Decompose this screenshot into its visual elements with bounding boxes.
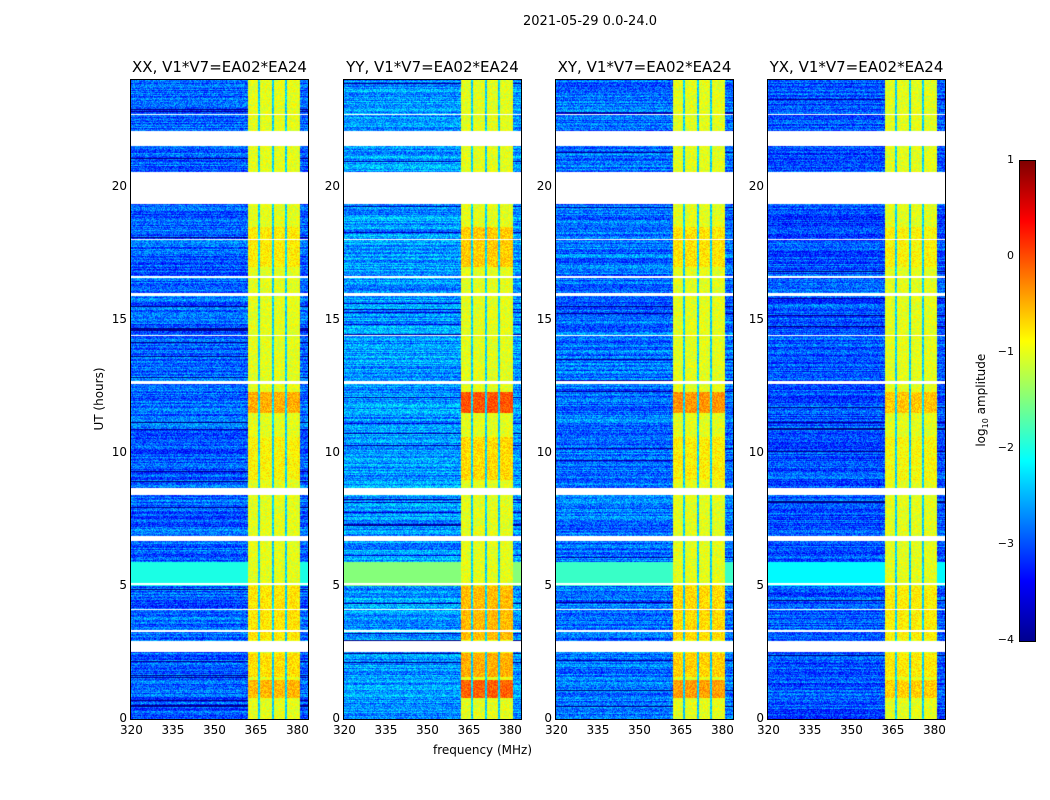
x-tick-label: 365 <box>881 723 905 737</box>
x-tick-label: 380 <box>922 723 946 737</box>
x-tick-label: 380 <box>285 723 309 737</box>
heatmap-panel <box>343 79 522 720</box>
colorbar <box>1019 160 1036 642</box>
x-tick-label: 350 <box>415 723 439 737</box>
heatmap-image <box>768 80 945 719</box>
colorbar-tick-label: −2 <box>997 441 1014 454</box>
y-tick-label: 10 <box>748 444 764 459</box>
y-tick-label: 10 <box>324 444 340 459</box>
x-tick-label: 320 <box>757 723 780 737</box>
colorbar-tick-label: −3 <box>997 537 1014 550</box>
panel-title: XY, V1*V7=EA02*EA24 <box>557 58 732 76</box>
colorbar-label: log10 amplitude <box>974 340 990 460</box>
x-tick-label: 380 <box>710 723 734 737</box>
colorbar-label-rest: amplitude <box>973 353 988 419</box>
y-tick-label: 5 <box>332 577 340 592</box>
panel-title: YY, V1*V7=EA02*EA24 <box>346 58 519 76</box>
y-tick-label: 0 <box>119 711 127 725</box>
colorbar-label-sub: 10 <box>981 418 991 429</box>
colorbar-tick-label: 1 <box>1007 153 1014 166</box>
y-tick-label: 15 <box>324 311 340 326</box>
heatmap-panel <box>555 79 734 720</box>
x-tick-label: 320 <box>333 723 356 737</box>
heatmap-image <box>344 80 521 719</box>
heatmap-image <box>131 80 308 719</box>
y-tick-label: 20 <box>536 178 552 193</box>
y-tick-label: 20 <box>111 178 127 193</box>
figure-title: 2021-05-29 0.0-24.0 <box>523 14 657 29</box>
y-tick-label: 15 <box>748 311 764 326</box>
x-tick-label: 365 <box>244 723 268 737</box>
y-tick-label: 20 <box>748 178 764 193</box>
colorbar-tick-label: −4 <box>997 633 1014 646</box>
x-tick-label: 335 <box>586 723 610 737</box>
x-tick-label: 350 <box>839 723 863 737</box>
y-tick-label: 0 <box>544 711 552 725</box>
x-tick-label: 335 <box>798 723 822 737</box>
y-tick-label: 20 <box>324 178 340 193</box>
x-tick-label: 350 <box>202 723 226 737</box>
x-tick-label: 365 <box>669 723 693 737</box>
y-axis-label: UT (hours) <box>92 367 106 431</box>
heatmap-panel <box>130 79 309 720</box>
y-tick-label: 10 <box>111 444 127 459</box>
y-tick-label: 5 <box>544 577 552 592</box>
y-tick-label: 5 <box>119 577 127 592</box>
x-tick-label: 380 <box>498 723 522 737</box>
x-tick-label: 320 <box>545 723 568 737</box>
y-tick-label: 5 <box>756 577 764 592</box>
x-tick-label: 335 <box>374 723 398 737</box>
y-tick-label: 15 <box>536 311 552 326</box>
panel-title: YX, V1*V7=EA02*EA24 <box>769 58 944 76</box>
x-tick-label: 320 <box>120 723 143 737</box>
panel-title: XX, V1*V7=EA02*EA24 <box>132 58 307 76</box>
x-tick-label: 335 <box>161 723 185 737</box>
colorbar-label-log: log <box>973 428 988 447</box>
y-tick-label: 0 <box>756 711 764 725</box>
colorbar-tick-label: −1 <box>997 345 1014 358</box>
y-tick-label: 15 <box>111 311 127 326</box>
colorbar-tick-label: 0 <box>1007 249 1014 262</box>
heatmap-panel <box>767 79 946 720</box>
heatmap-image <box>556 80 733 719</box>
y-tick-label: 0 <box>332 711 340 725</box>
y-tick-label: 10 <box>536 444 552 459</box>
x-axis-label: frequency (MHz) <box>432 743 533 757</box>
x-tick-label: 365 <box>457 723 481 737</box>
x-tick-label: 350 <box>627 723 651 737</box>
